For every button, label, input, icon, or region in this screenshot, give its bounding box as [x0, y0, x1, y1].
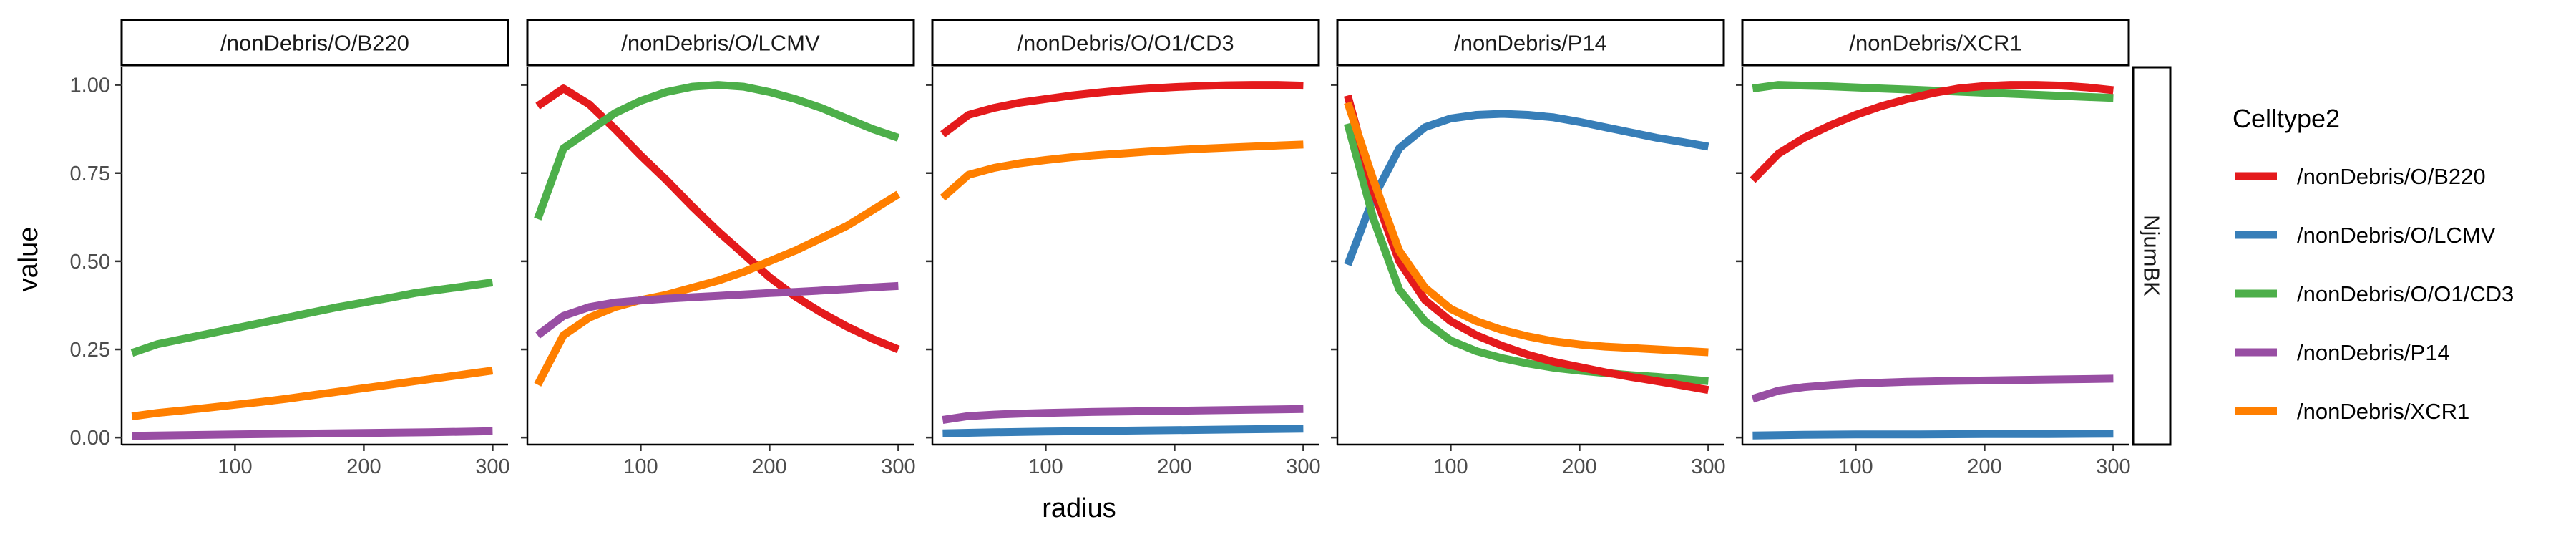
legend-label: /nonDebris/XCR1 — [2297, 399, 2469, 424]
legend-label: /nonDebris/P14 — [2297, 340, 2450, 365]
series-line-nondebris-o-b220 — [1344, 94, 1709, 395]
x-tick-label: 300 — [881, 455, 915, 478]
y-tick-label: 1.00 — [70, 74, 110, 97]
y-tick-label: 0.75 — [70, 163, 110, 185]
legend-item: /nonDebris/P14 — [2235, 340, 2450, 365]
series-line-nondebris-o-o1-cd3 — [534, 81, 900, 221]
panel-2: /nonDebris/O/LCMV 100 200 300 — [521, 19, 916, 478]
series-line-nondebris-xcr1 — [534, 190, 901, 387]
series-line-nondebris-o-lcmv — [942, 425, 1304, 437]
x-tick-label: 200 — [1562, 455, 1596, 478]
series-line-nondebris-p14 — [535, 281, 899, 339]
legend-entries: /nonDebris/O/B220/nonDebris/O/LCMV/nonDe… — [2235, 164, 2514, 424]
panel-4: /nonDebris/P14 100 200 300 — [1331, 19, 1726, 478]
series-line-nondebris-p14 — [132, 427, 493, 440]
facet-strip-label: /nonDebris/O/O1/CD3 — [1017, 31, 1234, 56]
facet-strip-box — [120, 19, 509, 67]
y-tick-label: 0.50 — [70, 251, 110, 274]
legend-item: /nonDebris/O/O1/CD3 — [2235, 281, 2514, 306]
x-tick-label: 100 — [623, 455, 658, 478]
x-tick-label: 200 — [346, 455, 381, 478]
facet-strip-label: /nonDebris/O/B220 — [220, 31, 409, 56]
panel-5: /nonDebris/XCR1 100 200 300 — [1736, 19, 2131, 478]
series-line-nondebris-p14 — [1751, 374, 2114, 403]
y-tick-label: 0.25 — [70, 339, 110, 362]
x-tick-label: 100 — [1433, 455, 1468, 478]
x-tick-label: 100 — [218, 455, 252, 478]
legend-item: /nonDebris/O/LCMV — [2235, 223, 2496, 248]
x-tick-label: 300 — [1691, 455, 1725, 478]
legend-label: /nonDebris/O/O1/CD3 — [2297, 281, 2514, 306]
y-tick-label: 0.00 — [70, 427, 110, 450]
x-tick-label: 300 — [475, 455, 509, 478]
x-tick-label: 300 — [2096, 455, 2130, 478]
series-line-nondebris-o-b220 — [1750, 81, 2114, 183]
row-strip: NjumBK — [2132, 66, 2172, 446]
legend-label: /nonDebris/O/LCMV — [2297, 223, 2496, 248]
y-axis-title: value — [14, 227, 44, 292]
series-line-nondebris-o-o1-cd3 — [130, 278, 494, 357]
x-tick-label: 100 — [1838, 455, 1873, 478]
x-tick-label: 100 — [1028, 455, 1063, 478]
legend-item: /nonDebris/O/B220 — [2235, 164, 2486, 189]
series-line-nondebris-xcr1 — [131, 367, 494, 421]
facet-strip-label: /nonDebris/P14 — [1454, 31, 1607, 56]
facet-strip-label: /nonDebris/XCR1 — [1849, 31, 2021, 56]
series-line-nondebris-p14 — [942, 405, 1304, 424]
facet-strip-box — [1336, 19, 1725, 67]
facet-strip-label: /nonDebris/O/LCMV — [621, 31, 820, 56]
series-line-nondebris-o-b220 — [535, 84, 900, 354]
facet-strip-box — [526, 19, 915, 67]
facet-strip-box — [1741, 19, 2130, 67]
panel-1: /nonDebris/O/B220 100 200 300 0.00 0.25 0.50 0.… — [70, 19, 510, 478]
x-tick-label: 200 — [752, 455, 786, 478]
facet-strip-box — [931, 19, 1320, 67]
legend-title: Celltype2 — [2233, 104, 2340, 133]
legend: Celltype2 /nonDebris/O/B220/nonDebris/O/… — [2233, 104, 2514, 424]
x-tick-label: 300 — [1286, 455, 1320, 478]
series-line-nondebris-o-b220 — [940, 81, 1304, 137]
series-line-nondebris-xcr1 — [940, 140, 1304, 201]
x-tick-label: 200 — [1157, 455, 1191, 478]
series-line-nondebris-o-lcmv — [1752, 430, 2114, 440]
panels-layer: /nonDebris/O/B220 100 200 300 0.00 0.25 0.50 0.… — [70, 19, 2131, 478]
x-tick-label: 200 — [1967, 455, 2001, 478]
row-strip-label: NjumBK — [2140, 215, 2165, 296]
series-line-nondebris-o-lcmv — [1344, 110, 1709, 266]
series-line-nondebris-xcr1 — [1344, 101, 1709, 357]
panel-3: /nonDebris/O/O1/CD3 100 200 300 — [926, 19, 1321, 478]
legend-label: /nonDebris/O/B220 — [2297, 164, 2486, 189]
x-axis-title: radius — [1042, 493, 1116, 523]
legend-item: /nonDebris/XCR1 — [2235, 399, 2469, 424]
row-strip-box — [2132, 66, 2172, 446]
